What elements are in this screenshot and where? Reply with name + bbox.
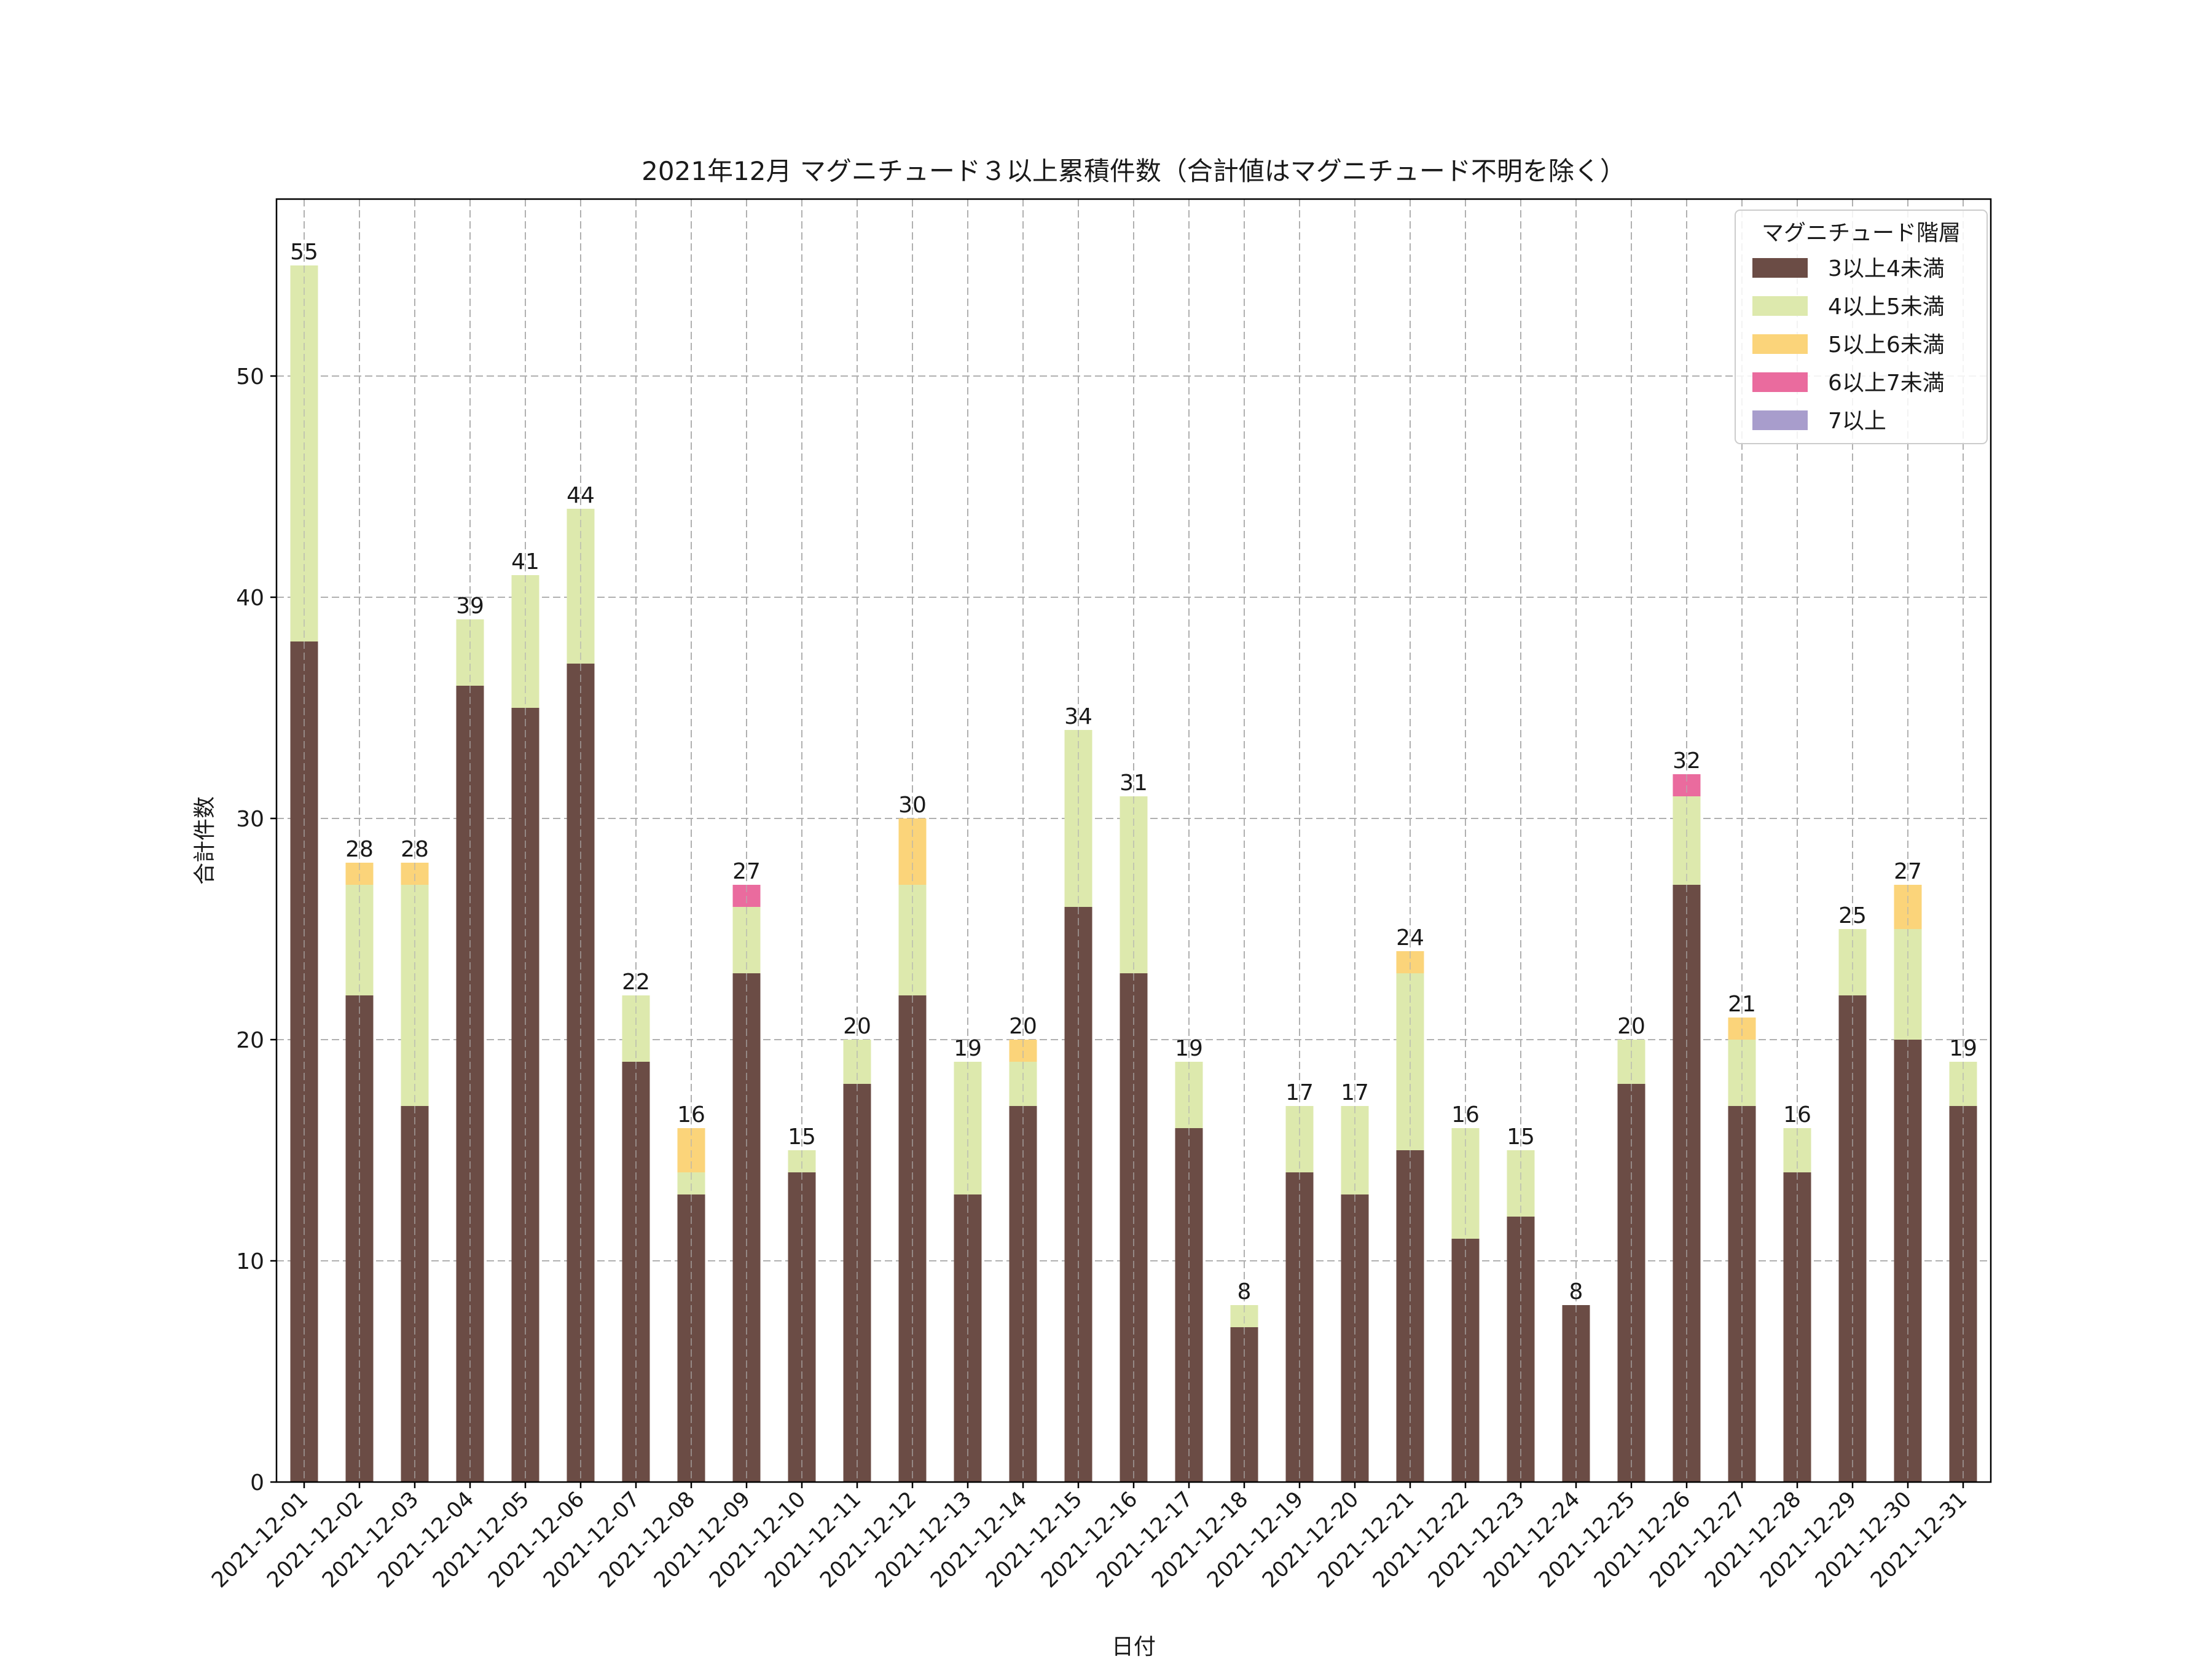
x-tick-label: 2021-12-06	[484, 1487, 589, 1593]
total-label: 8	[1569, 1279, 1583, 1304]
x-tick-label: 2021-12-07	[539, 1487, 645, 1593]
y-tick-label: 30	[236, 807, 264, 832]
x-tick-label: 2021-12-03	[318, 1487, 423, 1593]
x-tick-label: 2021-12-17	[1092, 1487, 1198, 1593]
total-label: 16	[1783, 1102, 1811, 1128]
x-tick-label: 2021-12-27	[1645, 1487, 1751, 1593]
x-tick-label: 2021-12-09	[649, 1487, 755, 1593]
total-label: 22	[622, 970, 650, 995]
total-label: 27	[732, 859, 761, 884]
legend-swatch	[1752, 410, 1808, 430]
x-tick-label: 2021-12-04	[373, 1487, 479, 1593]
legend-label: 7以上	[1828, 409, 1886, 434]
legend-swatch	[1752, 296, 1808, 316]
x-tick-label: 2021-12-10	[705, 1487, 810, 1593]
x-axis: 2021-12-012021-12-022021-12-032021-12-04…	[207, 1482, 1972, 1593]
x-tick-label: 2021-12-05	[428, 1487, 534, 1593]
legend-label: 4以上5未満	[1828, 294, 1945, 320]
x-tick-label: 2021-12-31	[1866, 1487, 1972, 1593]
x-tick-label: 2021-12-11	[760, 1487, 866, 1593]
x-tick-label: 2021-12-19	[1202, 1487, 1308, 1593]
x-tick-label: 2021-12-24	[1479, 1487, 1585, 1593]
legend-swatch	[1752, 334, 1808, 354]
x-tick-label: 2021-12-22	[1368, 1487, 1474, 1593]
total-label: 44	[567, 483, 595, 508]
total-label: 34	[1064, 704, 1092, 729]
x-tick-label: 2021-12-15	[981, 1487, 1087, 1593]
total-label: 24	[1396, 925, 1424, 951]
total-label: 25	[1838, 903, 1867, 928]
legend-swatch	[1752, 372, 1808, 392]
x-tick-label: 2021-12-23	[1424, 1487, 1529, 1593]
total-label: 17	[1285, 1080, 1314, 1105]
y-tick-label: 10	[236, 1249, 264, 1274]
total-label: 17	[1341, 1080, 1369, 1105]
legend-label: 5以上6未満	[1828, 332, 1945, 358]
legend-items: 3以上4未満 4以上5未満 5以上6未満 6以上7未満 7以上	[1752, 256, 1945, 434]
total-label: 15	[788, 1124, 816, 1150]
legend-swatch	[1752, 258, 1808, 278]
x-tick-label: 2021-12-21	[1313, 1487, 1419, 1593]
total-label: 27	[1894, 859, 1922, 884]
total-label: 19	[1949, 1036, 1977, 1061]
total-label: 19	[1175, 1036, 1203, 1061]
y-axis-label: 合計件数	[192, 796, 218, 885]
x-tick-label: 2021-12-30	[1811, 1487, 1916, 1593]
x-tick-label: 2021-12-25	[1534, 1487, 1640, 1593]
x-tick-label: 2021-12-29	[1755, 1487, 1861, 1593]
x-tick-label: 2021-12-18	[1147, 1487, 1253, 1593]
x-tick-label: 2021-12-13	[871, 1487, 976, 1593]
x-tick-label: 2021-12-12	[815, 1487, 921, 1593]
legend-label: 6以上7未満	[1828, 371, 1945, 396]
total-label: 20	[1617, 1014, 1645, 1039]
x-tick-label: 2021-12-08	[594, 1487, 700, 1593]
x-tick-label: 2021-12-02	[262, 1487, 368, 1593]
total-label: 30	[898, 793, 927, 818]
legend-title: マグニチュード階層	[1762, 221, 1961, 246]
total-labels: 55 28 28 39 41 44 22 16 27 15 20 30 19 20 34 31 19 8 17 17 2…	[290, 240, 1977, 1304]
y-tick-label: 40	[236, 586, 264, 611]
x-tick-label: 2021-12-28	[1700, 1487, 1806, 1593]
y-tick-label: 50	[236, 364, 264, 390]
total-label: 39	[456, 594, 484, 619]
y-tick-label: 0	[250, 1470, 264, 1496]
total-label: 8	[1237, 1279, 1252, 1304]
total-label: 55	[290, 240, 318, 265]
total-label: 41	[511, 549, 539, 575]
total-label: 28	[401, 837, 429, 862]
x-tick-label: 2021-12-01	[207, 1487, 313, 1593]
total-label: 16	[677, 1102, 705, 1128]
x-tick-label: 2021-12-26	[1590, 1487, 1695, 1593]
y-axis: 0 10 20 30 40 50	[236, 364, 276, 1496]
legend-label: 3以上4未満	[1828, 256, 1945, 281]
total-label: 20	[1009, 1014, 1037, 1039]
legend: マグニチュード階層 3以上4未満 4以上5未満 5以上6未満 6以上7未満 7以上	[1735, 210, 1988, 444]
total-label: 21	[1728, 992, 1756, 1017]
total-label: 16	[1451, 1102, 1480, 1128]
chart-title: 2021年12月 マグニチュード３以上累積件数（合計値はマグニチュード不明を除く…	[641, 156, 1626, 186]
total-label: 19	[954, 1036, 982, 1061]
total-label: 15	[1507, 1124, 1535, 1150]
total-label: 20	[843, 1014, 871, 1039]
total-label: 28	[345, 837, 374, 862]
y-tick-label: 20	[236, 1028, 264, 1053]
total-label: 31	[1120, 771, 1148, 796]
bars	[290, 265, 1977, 1482]
x-tick-label: 2021-12-14	[926, 1487, 1032, 1593]
x-tick-label: 2021-12-16	[1037, 1487, 1142, 1593]
total-label: 32	[1673, 748, 1701, 774]
x-tick-label: 2021-12-20	[1258, 1487, 1363, 1593]
x-axis-label: 日付	[1112, 1634, 1156, 1659]
